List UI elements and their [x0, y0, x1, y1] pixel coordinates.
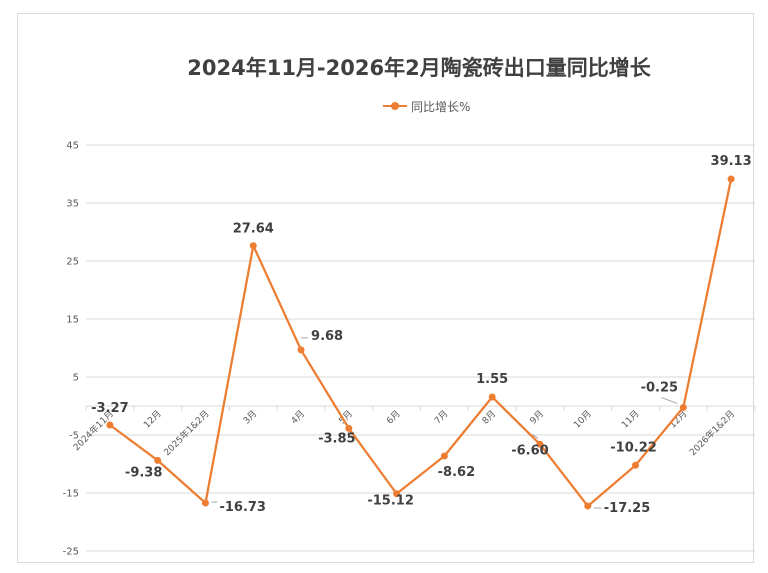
x-tick-label: 9月: [528, 408, 546, 426]
series-points: [106, 175, 735, 510]
x-tick-label: 12月: [142, 408, 164, 430]
data-point: [632, 461, 640, 469]
chart-frame: [17, 13, 754, 563]
data-point: [201, 499, 209, 507]
chart-title: 2024年11月-2026年2月陶瓷砖出口量同比增长: [187, 56, 651, 80]
x-tick-label: 3月: [241, 408, 259, 426]
x-tick-label: 4月: [289, 408, 307, 426]
data-point: [584, 502, 592, 510]
data-point: [679, 403, 687, 411]
data-point: [440, 452, 448, 460]
data-labels: -3.27 -9.38 -16.73 27.64 9.68 -3.85 -15.12 -8.6…: [91, 154, 752, 516]
y-tick-label: -5: [69, 431, 79, 442]
gridlines: [86, 144, 755, 552]
data-label: 9.68: [311, 329, 343, 344]
data-label: -8.62: [438, 465, 475, 480]
series-polyline: [109, 178, 733, 508]
data-point: [297, 346, 305, 354]
data-point: [106, 421, 114, 429]
label-leader-line: [661, 396, 678, 404]
data-label: -10.22: [610, 440, 657, 455]
data-point: [536, 440, 544, 448]
x-tick-label: 7月: [432, 408, 450, 426]
data-point: [345, 424, 353, 432]
data-point: [393, 490, 401, 498]
y-tick-label: 45: [66, 141, 79, 152]
x-tick-label: 8月: [480, 408, 498, 426]
data-point: [249, 242, 257, 250]
y-tick-label: 15: [66, 315, 79, 326]
data-label: -9.38: [125, 465, 162, 480]
data-label: 27.64: [233, 222, 274, 237]
series-line: [109, 178, 733, 508]
data-label: -3.27: [91, 401, 128, 416]
y-tick-label: -25: [63, 547, 79, 558]
data-label: -15.12: [367, 494, 414, 509]
data-point: [488, 393, 496, 401]
chart-legend: 同比增长%: [383, 98, 470, 114]
data-point: [154, 456, 162, 464]
data-point: [727, 175, 735, 183]
data-label: 1.55: [476, 372, 508, 387]
x-tick-label: 11月: [619, 408, 641, 430]
x-tick-label: 6月: [385, 408, 403, 426]
y-axis: 45 35 25 15 5 -5 -15 -25: [63, 141, 79, 558]
label-leader-line: [531, 433, 539, 439]
y-tick-label: 5: [73, 373, 79, 384]
x-tick-label: 2026年1&2月: [687, 408, 737, 458]
y-tick-label: 35: [66, 199, 79, 210]
data-label: -0.25: [641, 380, 678, 395]
legend-line-marker-icon: [383, 100, 407, 112]
data-label: 39.13: [711, 154, 752, 169]
y-tick-label: -15: [63, 489, 79, 500]
x-tick-label: 2025年1&2月: [161, 408, 211, 458]
y-tick-label: 25: [66, 257, 79, 268]
data-label: -16.73: [219, 500, 266, 515]
label-leader-lines: [211, 337, 678, 509]
x-tick-label: 10月: [572, 408, 594, 430]
data-label: -3.85: [318, 431, 355, 446]
data-label: -17.25: [604, 501, 651, 516]
legend-label: 同比增长%: [411, 99, 471, 114]
data-label: -6.60: [511, 443, 548, 458]
